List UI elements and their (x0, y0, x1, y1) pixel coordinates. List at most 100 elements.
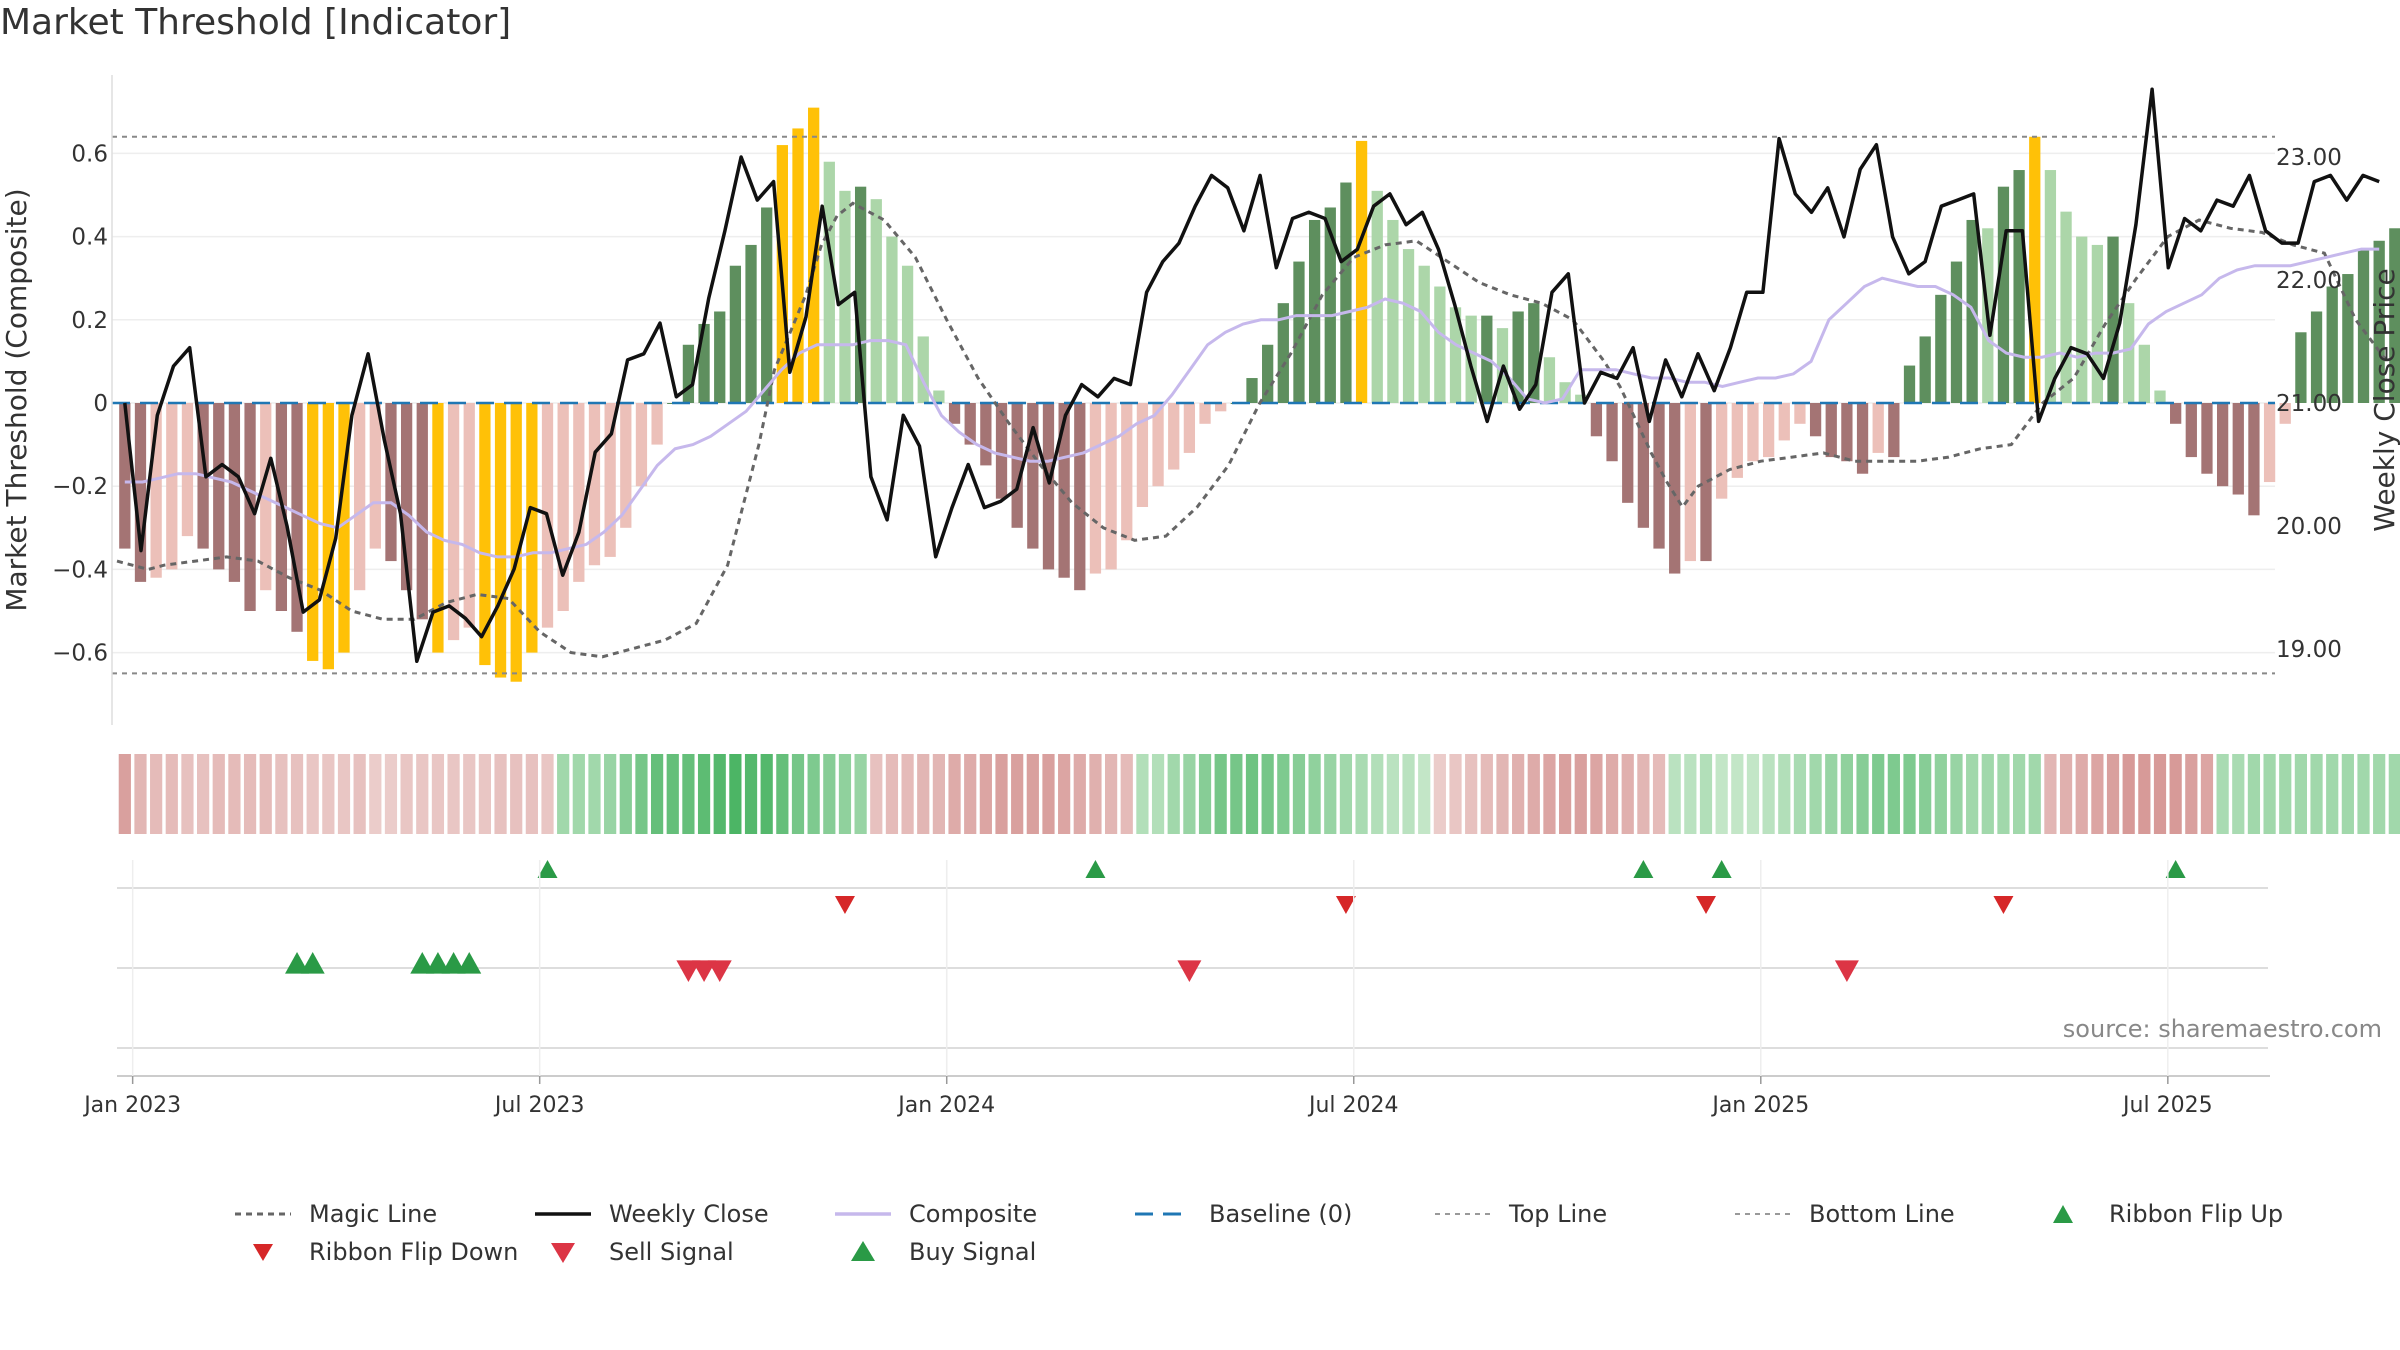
y-axis-label: Market Threshold (Composite) (0, 188, 33, 611)
composite-bar (1434, 286, 1446, 403)
ribbon-cell (1574, 754, 1587, 834)
ribbon-flip-up-marker (1711, 860, 1732, 878)
axes: 0.6 0.4 0.2 0 −0.2 −0.4 −0.6 23.00 22.00 21.00 20.… (0, 75, 2400, 725)
sell-signal-marker (1177, 960, 1202, 982)
composite-bar (1543, 357, 1556, 403)
ribbon-cell (1120, 754, 1133, 834)
legend-swatch (235, 1212, 291, 1216)
legend-item-close: Weekly Close (535, 1200, 769, 1228)
composite-bar (526, 403, 538, 653)
ribbon-cell (1856, 754, 1869, 834)
composite-bar (1606, 403, 1618, 462)
composite-bar (1402, 249, 1415, 403)
ribbon-flip-down-marker (1696, 896, 1716, 914)
signal-rows (117, 860, 2268, 1049)
composite-bar (1622, 403, 1634, 503)
composite-bar (479, 403, 491, 666)
composite-bar (2342, 274, 2354, 403)
ribbon-cell (510, 754, 523, 834)
buy-signal-marker (441, 952, 466, 974)
ribbon-cell (1324, 754, 1337, 834)
ribbon-cell (1277, 754, 1290, 834)
ribbon-cell (1104, 754, 1118, 834)
ribbon-cell (2341, 754, 2354, 834)
composite-bar (1903, 365, 1916, 403)
ribbon-cell (369, 754, 382, 834)
ribbon-cell (1073, 754, 1086, 834)
ribbon-cell (353, 754, 366, 834)
composite-bar (1355, 140, 1368, 404)
ribbon-cell (2012, 754, 2026, 834)
ribbon-cell (196, 754, 210, 834)
composite-bar (416, 403, 428, 620)
ribbon-cell (1371, 754, 1384, 834)
composite-bar (1465, 315, 1477, 403)
composite-bar (322, 403, 334, 670)
composite-bar (119, 403, 131, 549)
ribbon-cell (228, 754, 241, 834)
ribbon-cell (275, 754, 288, 834)
y2-tick-label: 19.00 (2276, 637, 2342, 663)
ribbon-cell (1840, 754, 1854, 834)
buy-signal-marker (285, 952, 310, 974)
y-tick-label: 0.4 (71, 225, 108, 251)
series-lines (116, 87, 2389, 664)
ribbon-cell (1151, 754, 1165, 834)
x-tick-label: Jul 2025 (2121, 1093, 2213, 1118)
legend-label: Sell Signal (609, 1238, 734, 1266)
ribbon-cell (431, 754, 445, 834)
ribbon-cell (2326, 754, 2339, 834)
legend-label: Magic Line (309, 1200, 438, 1228)
ribbon-cell (948, 754, 961, 834)
ribbon-cell (134, 754, 147, 834)
ribbon-cell (1621, 754, 1634, 834)
legend-label: Buy Signal (909, 1238, 1037, 1266)
composite-bar (1449, 307, 1462, 403)
ribbon-cell (744, 754, 758, 834)
x-tick-label: Jan 2024 (896, 1093, 995, 1118)
composite-bar (917, 336, 929, 403)
ribbon-cell (650, 754, 664, 834)
composite-bar (2044, 170, 2057, 403)
composite-bar (1575, 394, 1587, 403)
legend-item-flipdown: Ribbon Flip Down (235, 1238, 518, 1266)
ribbon-cell (1355, 754, 1368, 834)
composite-bar (682, 344, 695, 403)
ribbon-cell (2388, 754, 2400, 834)
composite-bar (1997, 186, 2010, 403)
composite-bar (2248, 403, 2260, 516)
composite-bar (1794, 403, 1806, 424)
ribbon-cell (1762, 754, 1775, 834)
ribbon-cell (1699, 754, 1713, 834)
ribbon-cell (995, 754, 1008, 834)
composite-bar (166, 403, 178, 570)
composite-bar (1074, 403, 1086, 591)
composite-bar (2310, 311, 2323, 403)
composite-bar (745, 244, 757, 403)
ribbon-cell (666, 754, 679, 834)
legend-swatch (1735, 1213, 1791, 1215)
legend-swatch (851, 1241, 875, 1261)
ribbon-cell (290, 754, 304, 834)
composite-bar (933, 390, 945, 403)
composite-bar (1387, 219, 1399, 403)
composite-bar (651, 403, 663, 445)
composite-bar (291, 403, 303, 632)
ribbon-cell (447, 754, 460, 834)
ribbon-cell (838, 754, 852, 834)
ribbon-cell (1887, 754, 1900, 834)
ribbon-cell (2279, 754, 2292, 834)
composite-bar (2232, 403, 2244, 495)
composite-bar (385, 403, 397, 562)
composite-bar (714, 311, 726, 403)
legend-label: Weekly Close (609, 1200, 769, 1228)
composite-bar (1168, 403, 1180, 470)
composite-bar (635, 403, 648, 487)
ribbon-cell (2310, 754, 2323, 834)
ribbon-cell (400, 754, 413, 834)
ribbon-cell (1058, 754, 1071, 834)
ribbon-cell (1496, 754, 1509, 834)
ribbon-cell (2232, 754, 2245, 834)
ribbon-cell (2185, 754, 2198, 834)
ribbon-cell (1480, 754, 1493, 834)
